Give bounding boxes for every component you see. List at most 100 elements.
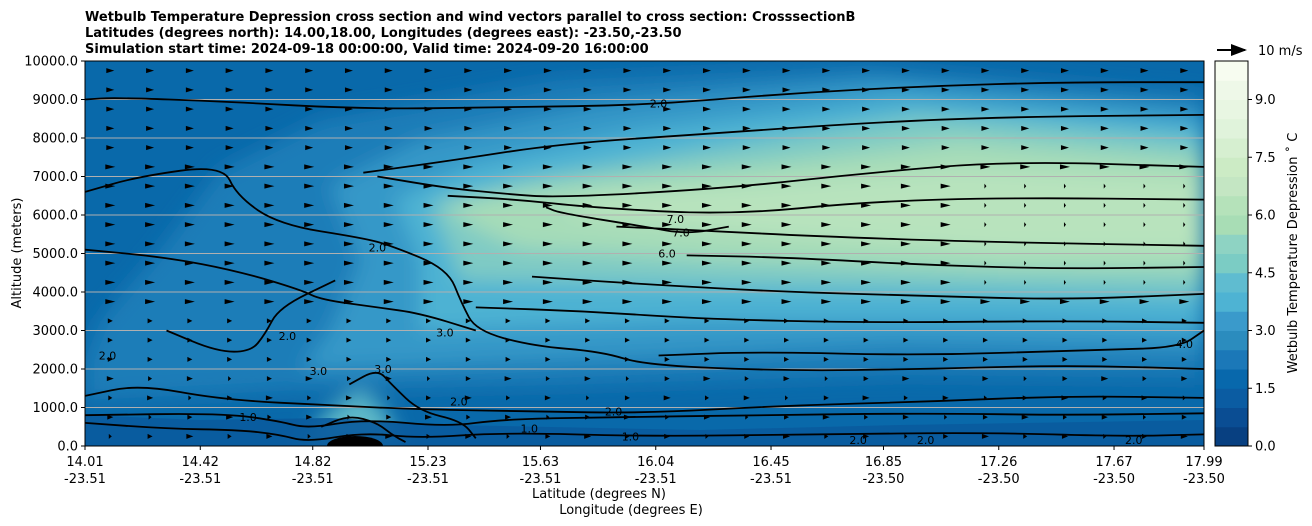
wind-vector	[105, 202, 116, 208]
x-tick-lat: 17.26	[980, 455, 1017, 470]
wind-vector	[344, 145, 353, 151]
wind-vector	[106, 376, 114, 382]
wind-vector	[1062, 356, 1068, 362]
wind-vector	[821, 260, 832, 266]
title-line-2: Latitudes (degrees north): 14.00,18.00, …	[85, 26, 682, 41]
wind-vector	[582, 241, 593, 247]
wind-vector	[665, 414, 670, 420]
wind-vector	[1063, 241, 1066, 247]
wind-vector	[1181, 376, 1188, 382]
wind-vector	[743, 395, 750, 401]
colorbar-segment	[1215, 80, 1248, 100]
wind-vector	[227, 356, 233, 362]
wind-vector	[1021, 125, 1030, 131]
wind-vector	[542, 279, 553, 285]
wind-vector	[1182, 395, 1186, 401]
wind-vector	[304, 260, 315, 266]
x-tick-lat: 14.01	[66, 455, 103, 470]
wind-vector	[503, 183, 514, 189]
wind-vector	[384, 106, 393, 112]
wind-vector	[106, 125, 115, 131]
wind-vector	[504, 87, 513, 93]
wind-vector	[622, 241, 633, 247]
wind-vector	[940, 222, 951, 228]
wind-vector	[982, 318, 988, 324]
wind-vector	[1020, 164, 1031, 170]
x-axis-label: Latitude (degrees N)	[532, 487, 666, 502]
wind-vector	[545, 318, 551, 324]
wind-vector	[265, 145, 274, 151]
contour-line	[686, 254, 1204, 270]
wind-vector	[981, 87, 990, 93]
wind-vector	[583, 145, 592, 151]
wind-vector	[1139, 164, 1150, 170]
contour-line	[658, 329, 1204, 357]
wind-vector	[741, 164, 752, 170]
wind-vector	[542, 222, 553, 228]
wind-vector	[1024, 183, 1027, 189]
wind-vector	[662, 241, 673, 247]
wind-vector	[701, 279, 712, 285]
wind-vector	[900, 241, 911, 247]
wind-vector	[504, 125, 513, 131]
contour-label: 7.0	[672, 226, 690, 239]
wind-vector	[106, 68, 115, 74]
wind-vector	[1183, 260, 1186, 266]
x-tick-lon: -23.51	[179, 472, 221, 487]
colorbar-tick-label: 3.0	[1255, 324, 1276, 339]
wind-vector	[423, 279, 434, 285]
wind-vector	[383, 164, 394, 170]
wind-vector	[940, 183, 951, 189]
wind-vector	[980, 299, 991, 305]
contour-line	[363, 114, 1204, 174]
wind-vector	[145, 241, 156, 247]
colorbar-segment	[1215, 215, 1248, 235]
wind-vector	[862, 87, 871, 93]
wind-vector	[741, 260, 752, 266]
wind-vector	[305, 125, 314, 131]
colorbar-tick-label: 4.5	[1255, 266, 1276, 281]
wind-vector	[781, 260, 792, 266]
wind-vector	[384, 87, 393, 93]
y-tick-label: 4000.0	[33, 286, 79, 301]
wind-vector	[784, 356, 790, 362]
wind-vector	[663, 395, 671, 401]
wind-vector	[465, 318, 471, 324]
wind-vector	[784, 337, 790, 343]
wind-vector	[701, 164, 712, 170]
wind-vector	[145, 164, 156, 170]
wind-vector	[504, 106, 513, 112]
contour-line	[531, 275, 1204, 300]
wind-vector	[266, 433, 273, 439]
wind-vector	[184, 222, 195, 228]
y-tick-label: 6000.0	[33, 209, 79, 224]
wind-vector	[940, 164, 951, 170]
wind-vector	[663, 145, 672, 151]
wind-vector	[304, 202, 315, 208]
wind-vector	[385, 376, 392, 382]
colorbar-segment	[1215, 99, 1248, 120]
wind-vector	[106, 106, 115, 112]
wind-vector	[702, 68, 711, 74]
wind-vector	[506, 395, 511, 401]
wind-vector	[267, 414, 272, 420]
x-tick-lat: 15.23	[409, 455, 446, 470]
wind-vector	[744, 337, 750, 343]
wind-vector	[983, 395, 987, 401]
wind-vector	[1024, 202, 1027, 208]
colorbar-segment	[1215, 388, 1248, 408]
wind-vector	[742, 125, 751, 131]
wind-vector	[1103, 202, 1106, 208]
colorbar-label: Wetbulb Temperature Depression ˚ C	[1285, 133, 1301, 374]
colorbar-segment	[1215, 234, 1248, 254]
wind-vector	[225, 145, 234, 151]
wind-vector	[105, 260, 116, 266]
wind-vector	[386, 414, 392, 420]
wind-vector	[584, 376, 591, 382]
wind-vector	[1100, 145, 1109, 151]
wind-vector	[981, 433, 989, 439]
y-tick-label: 7000.0	[33, 170, 79, 185]
wind-vector	[664, 337, 670, 343]
wind-vector	[585, 318, 591, 324]
